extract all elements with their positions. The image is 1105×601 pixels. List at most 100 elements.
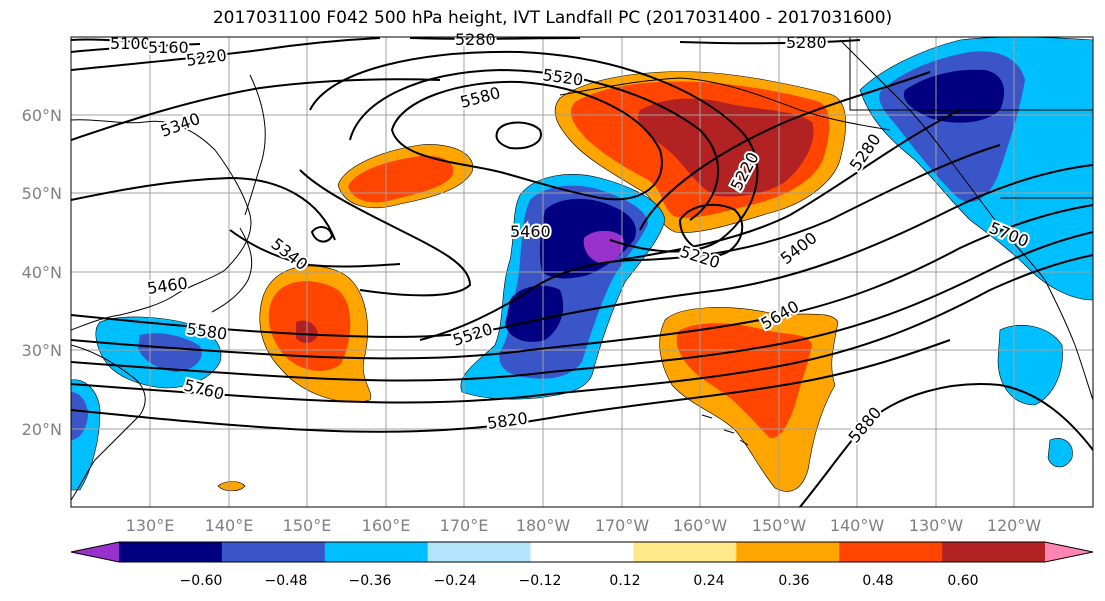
lon-tick-label: 170°W (595, 516, 650, 535)
colorbar-extend-low (71, 542, 119, 562)
lon-axis: 130°E 140°E 150°E 160°E 170°E 180°W 170°… (126, 516, 1042, 535)
map-title: 2017031100 F042 500 hPa height, IVT Land… (212, 8, 893, 28)
height-contours (71, 37, 1093, 507)
contour-5160 (71, 43, 201, 53)
lon-tick-label: 160°E (362, 516, 411, 535)
contour-label-5460-center: 5460 (510, 222, 551, 241)
lon-tick-label: 130°E (126, 516, 175, 535)
ivt-negative-alaska-core (903, 69, 1005, 123)
coastline-alaska (839, 39, 1046, 281)
colorbar-extend-high (1045, 542, 1093, 562)
coastline-asia (71, 119, 252, 331)
lat-tick-label: 40°N (22, 263, 62, 282)
ivt-negative-central-min (583, 230, 624, 264)
ivt-positive-subtropical-core (676, 323, 812, 439)
map-plot-area (71, 37, 1093, 507)
contour-5460-center (309, 50, 759, 253)
colorbar-tick-label: −0.60 (180, 573, 223, 589)
contour-5880 (799, 383, 1093, 507)
lon-tick-label: 120°W (987, 516, 1042, 535)
colorbar-labels: −0.60 −0.48 −0.36 −0.24 −0.12 0.12 0.24 … (180, 573, 979, 589)
ivt-positive-small-south (217, 481, 246, 492)
ivt-positive-kamchatka-core (348, 155, 454, 203)
colorbar (70, 541, 1094, 563)
contour-5280 (409, 37, 581, 40)
contour-5700-band (71, 231, 1093, 382)
contour-label-5280-top: 5280 (455, 30, 496, 49)
contour-5760-band (71, 254, 1093, 404)
ivt-negative-central-core-south (505, 285, 564, 342)
lon-tick-label: 140°W (830, 516, 885, 535)
contour-label-5100: 5100 (110, 34, 151, 53)
lon-tick-label: 130°W (909, 516, 964, 535)
ivt-shading (71, 37, 1093, 492)
lon-tick-label: 180°W (516, 516, 571, 535)
map-gridlines (71, 37, 1093, 507)
lat-tick-label: 50°N (22, 184, 62, 203)
coastline-japan (211, 227, 253, 313)
coastline-aleutians (559, 77, 891, 131)
ivt-negative-west-edge-core (71, 392, 88, 440)
contour-label-5280-north: 5280 (786, 33, 827, 52)
colorbar-outline (70, 541, 1094, 563)
contour-5520-loop (390, 80, 663, 201)
contour-5280-north (679, 39, 861, 45)
coastlines (71, 37, 1093, 501)
contour-5340-japan (229, 229, 401, 268)
colorbar-tick-label: 0.24 (693, 573, 724, 589)
coastline-asia-south (71, 344, 146, 501)
contour-5100 (71, 38, 161, 45)
colorbar-tick-label: −0.24 (434, 573, 477, 589)
colorbar-tick-label: 0.12 (609, 573, 640, 589)
lat-axis: 20°N 30°N 40°N 50°N 60°N (22, 106, 62, 439)
contour-5340-west (71, 78, 441, 141)
lat-tick-label: 30°N (22, 341, 62, 360)
contour-5580-loop (349, 68, 719, 221)
map-frame (70, 36, 1094, 508)
ivt-positive-gulf-alaska-inner (638, 98, 814, 197)
colorbar-swatch (324, 542, 429, 562)
colorbar-swatch (530, 542, 634, 562)
lat-tick-label: 20°N (22, 420, 62, 439)
lon-tick-label: 150°W (752, 516, 807, 535)
colorbar-swatch (633, 542, 737, 562)
contour-label-5760: 5760 (182, 375, 226, 403)
contour-5220-low (678, 203, 744, 257)
contour-small-loop (310, 226, 334, 243)
contour-5400-east (619, 109, 961, 261)
contour-5580-band (71, 164, 1093, 338)
colorbar-swatch (119, 542, 223, 562)
colorbar-tick-label: 0.36 (778, 573, 809, 589)
contour-5820-band (71, 339, 951, 433)
contour-label-5160: 5160 (148, 38, 189, 57)
boundary-yukon-box (849, 37, 1093, 111)
lon-tick-label: 140°E (205, 516, 254, 535)
contour-5640-band (71, 204, 1093, 360)
contour-5520-center (419, 144, 1001, 341)
lon-tick-label: 150°E (283, 516, 332, 535)
colorbar-tick-label: 0.60 (947, 573, 978, 589)
colorbar-swatch (736, 542, 840, 562)
colorbar-swatch (427, 542, 532, 562)
colorbar-tick-label: 0.48 (862, 573, 893, 589)
colorbar-swatch (839, 542, 943, 562)
coastline-west-coast (1044, 279, 1093, 401)
contour-5280-east (639, 71, 931, 231)
contour-5400-loop (299, 169, 472, 297)
ivt-negative-asia-coast-core (138, 333, 202, 372)
ivt-negative-southeast-2 (1047, 438, 1073, 468)
colorbar-swatch (221, 542, 326, 562)
contour-5460-west (71, 176, 336, 241)
lon-tick-label: 170°E (440, 516, 489, 535)
lon-tick-label: 160°W (673, 516, 728, 535)
colorbar-tick-label: −0.48 (265, 573, 308, 589)
coastline-hawaii (701, 414, 749, 446)
lat-tick-label: 60°N (22, 106, 62, 125)
contour-inner-low (495, 121, 542, 150)
colorbar-tick-label: −0.36 (349, 573, 392, 589)
coastline-kamchatka (244, 74, 266, 216)
colorbar-swatch (942, 542, 1046, 562)
contour-5220-west (71, 37, 381, 71)
colorbar-tick-label: −0.12 (519, 573, 562, 589)
